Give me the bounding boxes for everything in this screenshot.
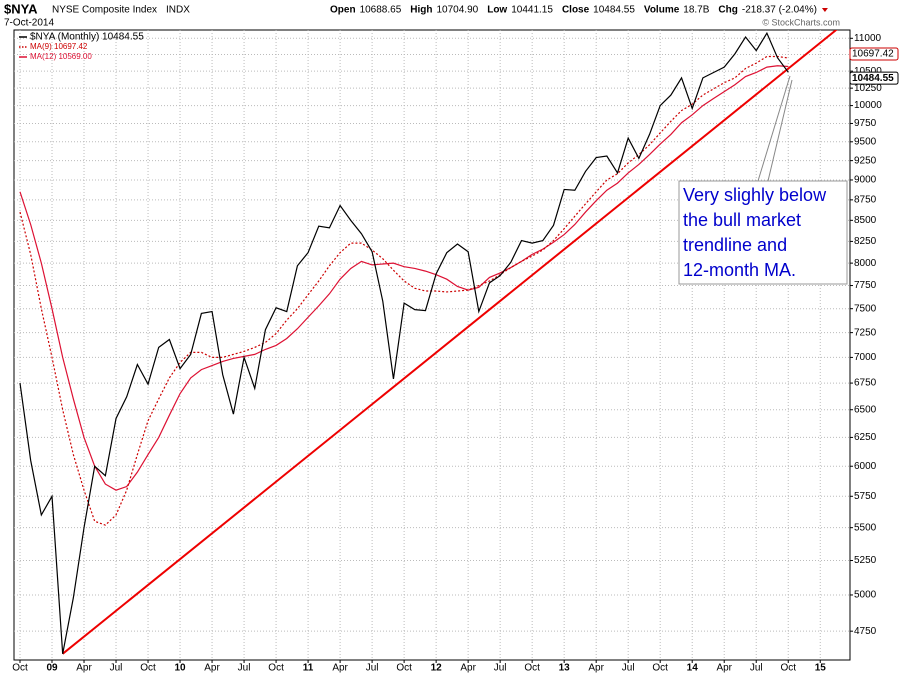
chg-marker bbox=[821, 8, 828, 12]
quote-label: Close bbox=[562, 5, 590, 16]
quote-value: 18.7B bbox=[683, 5, 709, 16]
price-flag-label: 10484.55 bbox=[852, 73, 894, 84]
y-tick-label: 5750 bbox=[854, 491, 877, 502]
y-tick-label: 6750 bbox=[854, 378, 877, 389]
x-tick-label: Apr bbox=[76, 663, 92, 674]
x-tick-label: Oct bbox=[268, 663, 284, 674]
x-tick-label: Oct bbox=[140, 663, 156, 674]
quote-label: High bbox=[410, 5, 432, 16]
plot-lines bbox=[19, 30, 838, 655]
trendline bbox=[62, 30, 838, 655]
price-flag bbox=[849, 47, 899, 61]
date: 7-Oct-2014 bbox=[4, 18, 54, 29]
annotation-text: the bull market bbox=[683, 210, 801, 230]
x-tick-label: Jul bbox=[622, 663, 635, 674]
x-tick-label: Jul bbox=[750, 663, 763, 674]
y-tick-label: 8500 bbox=[854, 215, 877, 226]
y-tick-label: 7250 bbox=[854, 327, 877, 338]
annotation-box bbox=[678, 180, 848, 285]
quote-value: -218.37 (-2.04%) bbox=[742, 5, 817, 16]
callout bbox=[767, 79, 793, 182]
x-tick-label: Jul bbox=[494, 663, 507, 674]
quote-value: 10704.90 bbox=[437, 5, 479, 16]
x-tick-label: Jul bbox=[238, 663, 251, 674]
y-tick-label: 9000 bbox=[854, 175, 877, 186]
annotation-text: 12-month MA. bbox=[683, 260, 796, 280]
y-tick-label: 5250 bbox=[854, 555, 877, 566]
x-tick-label: Apr bbox=[588, 663, 604, 674]
y-tick-label: 11000 bbox=[854, 33, 882, 44]
x-tick-label: Apr bbox=[716, 663, 732, 674]
legend-label: MA(12) 10569.00 bbox=[30, 52, 92, 61]
quote-bar: Open 10688.65 High 10704.90 Low 10441.15 Close… bbox=[330, 5, 828, 16]
annotation-text: Very slighly below bbox=[683, 185, 827, 205]
x-tick-label: Jul bbox=[110, 663, 123, 674]
legend-label: MA(9) 10697.42 bbox=[30, 42, 88, 51]
x-tick-label: Oct bbox=[524, 663, 540, 674]
quote-label: Volume bbox=[644, 5, 680, 16]
x-tick-label: Apr bbox=[204, 663, 220, 674]
symbol: $NYA bbox=[4, 1, 38, 16]
quote-label: Low bbox=[487, 5, 507, 16]
y-tick-label: 6250 bbox=[854, 432, 877, 443]
annotation-text: trendline and bbox=[683, 235, 787, 255]
price-flag bbox=[849, 71, 899, 85]
quote-label: Chg bbox=[718, 5, 737, 16]
price-flag-label: 10697.42 bbox=[852, 49, 894, 60]
x-tick-label: Oct bbox=[652, 663, 668, 674]
credit: © StockCharts.com bbox=[762, 17, 840, 27]
callout bbox=[757, 75, 791, 182]
exchange: INDX bbox=[166, 5, 190, 16]
y-tick-label: 10500 bbox=[854, 66, 882, 77]
x-tick-label: Oct bbox=[12, 663, 28, 674]
y-tick-label: 7750 bbox=[854, 280, 877, 291]
y-tick-label: 10250 bbox=[854, 83, 882, 94]
y-tick-label: 9250 bbox=[854, 155, 877, 166]
y-tick-label: 6500 bbox=[854, 404, 877, 415]
y-tick-label: 8250 bbox=[854, 236, 877, 247]
y-tick-label: 10000 bbox=[854, 100, 882, 111]
x-tick-label: 10 bbox=[174, 663, 186, 674]
x-tick-label: 12 bbox=[431, 663, 443, 674]
y-tick-label: 9500 bbox=[854, 136, 877, 147]
y-tick-label: 7500 bbox=[854, 303, 877, 314]
series-line bbox=[19, 31, 789, 654]
quote-value: 10688.65 bbox=[360, 5, 402, 16]
x-tick-label: 14 bbox=[687, 663, 699, 674]
y-tick-label: 8750 bbox=[854, 195, 877, 206]
y-tick-label: 4750 bbox=[854, 626, 877, 637]
y-tick-label: 6000 bbox=[854, 461, 877, 472]
y-tick-label: 7000 bbox=[854, 352, 877, 363]
y-tick-label: 5000 bbox=[854, 590, 877, 601]
x-tick-label: Oct bbox=[780, 663, 796, 674]
series-line bbox=[19, 55, 789, 526]
quote-value: 10484.55 bbox=[593, 5, 635, 16]
y-tick-label: 5500 bbox=[854, 522, 877, 533]
x-tick-label: Apr bbox=[460, 663, 476, 674]
x-tick-label: Oct bbox=[396, 663, 412, 674]
index-name: NYSE Composite Index bbox=[52, 5, 157, 16]
quote-value: 10441.15 bbox=[511, 5, 553, 16]
quote-label: Open bbox=[330, 5, 356, 16]
legend-label: $NYA (Monthly) 10484.55 bbox=[30, 32, 144, 43]
x-tick-label: 11 bbox=[303, 663, 314, 674]
x-tick-label: Jul bbox=[366, 663, 379, 674]
x-tick-label: 13 bbox=[559, 663, 571, 674]
y-tick-label: 8000 bbox=[854, 258, 877, 269]
y-tick-label: 9750 bbox=[854, 118, 877, 129]
series-line bbox=[19, 65, 789, 491]
x-tick-label: Apr bbox=[332, 663, 348, 674]
x-tick-label: 09 bbox=[46, 663, 58, 674]
x-tick-label: 15 bbox=[815, 663, 827, 674]
plot-area bbox=[13, 29, 851, 661]
